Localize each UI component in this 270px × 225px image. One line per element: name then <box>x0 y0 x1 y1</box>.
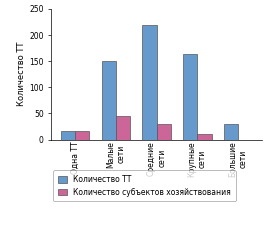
Bar <box>116 116 130 140</box>
Bar <box>183 54 197 140</box>
Legend: Количество ТТ, Количество субъектов хозяйствования: Количество ТТ, Количество субъектов хозя… <box>53 170 235 201</box>
Bar <box>61 131 75 140</box>
Bar <box>224 124 238 140</box>
Bar <box>75 131 89 140</box>
Bar <box>102 61 116 140</box>
Bar <box>142 25 157 140</box>
Y-axis label: Количество ТТ: Количество ТТ <box>17 42 26 106</box>
Bar <box>157 124 171 140</box>
Bar <box>197 134 212 140</box>
